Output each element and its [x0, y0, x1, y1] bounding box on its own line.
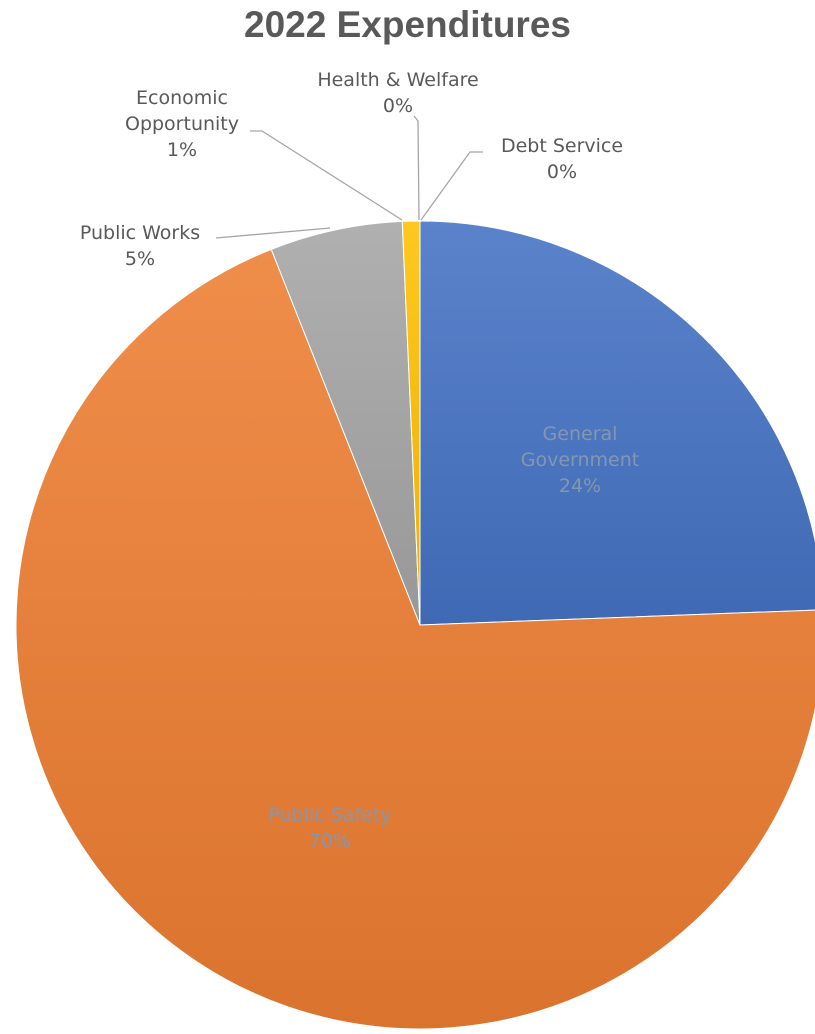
data-label-percent: 0%	[547, 161, 577, 183]
slice-economic-opportunity	[401, 220, 421, 626]
data-label-percent: 70%	[309, 830, 351, 852]
chart-title: 2022 Expenditures	[244, 4, 571, 45]
data-label-debt-service: Debt Service 0%	[501, 135, 623, 183]
data-label-name: Public Works	[80, 222, 200, 244]
data-label-health-welfare: Health & Welfare 0%	[317, 69, 478, 117]
leader-line-economic-opportunity	[250, 130, 403, 221]
leader-line-debt-service	[420, 151, 483, 221]
data-label-percent: 5%	[125, 248, 155, 270]
data-label-economic-opportunity: Economic Opportunity 1%	[125, 87, 239, 161]
leader-lines-layer	[215, 115, 483, 239]
data-label-public-safety: Public Safety 70%	[268, 804, 391, 852]
data-label-name: Debt Service	[501, 135, 623, 157]
leader-line-health-welfare	[413, 115, 420, 221]
data-label-name: Public Safety	[268, 804, 391, 826]
leader-line-public-works	[215, 227, 331, 239]
data-label-name: Opportunity	[125, 113, 239, 135]
data-label-percent: 0%	[383, 95, 413, 117]
data-labels-layer: General Government 24%Public Safety 70%Publ…	[80, 69, 639, 852]
data-label-name: Economic	[136, 87, 228, 109]
data-label-name: Government	[521, 449, 640, 471]
slice-general-government	[419, 220, 815, 626]
data-label-general-government: General Government 24%	[521, 423, 640, 497]
data-label-public-works: Public Works 5%	[80, 222, 200, 270]
data-label-name: Health & Welfare	[317, 69, 478, 91]
slice-public-works	[270, 220, 421, 626]
data-label-percent: 1%	[167, 139, 197, 161]
slice-public-safety	[15, 248, 815, 1030]
data-label-name: General	[543, 423, 618, 445]
data-label-percent: 24%	[559, 475, 601, 497]
slices-layer	[15, 220, 815, 1030]
